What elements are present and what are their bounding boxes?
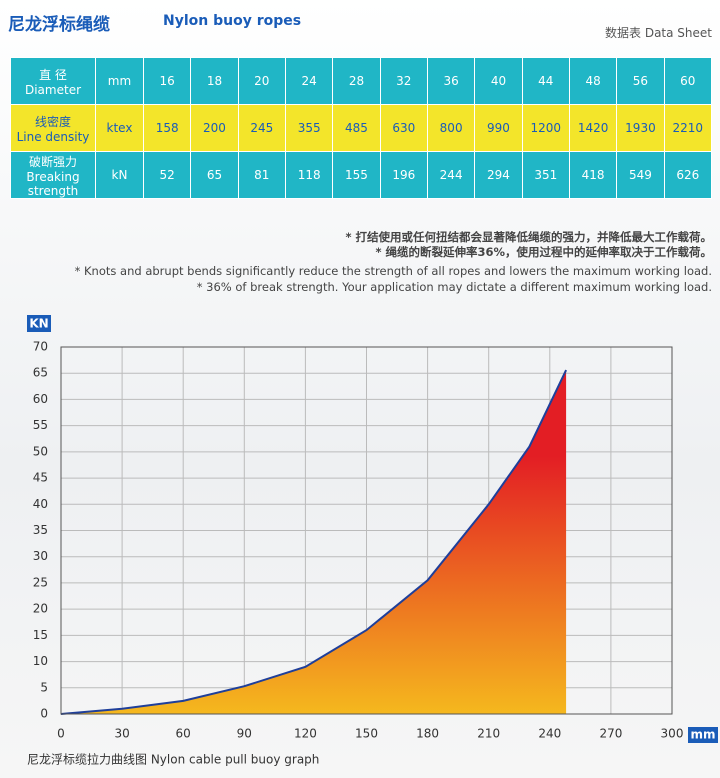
x-axis-label: mm xyxy=(690,728,715,742)
value-cell: 485 xyxy=(332,104,381,152)
value-cell: 626 xyxy=(663,151,713,199)
value-cell: 1200 xyxy=(521,104,570,152)
y-tick-label: 55 xyxy=(33,418,48,432)
note: * 打结使用或任何扭结都会显著降低绳缆的强力，并降低最大工作载荷。 xyxy=(345,230,712,244)
x-tick-label: 270 xyxy=(599,727,622,741)
value-cell: 32 xyxy=(379,57,428,105)
note: * Knots and abrupt bends significantly r… xyxy=(74,264,712,278)
unit-cell: kN xyxy=(95,151,144,199)
table-row: 直 径 Diameter mm 16 18 20 24 28 32 36 40 44 48 56 60 xyxy=(10,57,713,105)
value-cell: 418 xyxy=(568,151,618,199)
y-tick-label: 5 xyxy=(40,680,48,694)
title-en: Nylon buoy ropes xyxy=(163,13,302,29)
value-cell: 990 xyxy=(474,104,523,152)
x-tick-label: 30 xyxy=(114,727,129,741)
area-line xyxy=(60,369,568,715)
plot-border xyxy=(60,346,673,715)
y-tick-label: 65 xyxy=(33,366,48,380)
label-en: Diameter xyxy=(24,82,82,97)
value-cell: 52 xyxy=(142,151,192,199)
chart: KN mm 尼龙浮标缆拉力曲线图 Nylon cable pull buoy g… xyxy=(27,315,718,767)
y-axis-label: KN xyxy=(29,317,48,331)
label-en: Breaking strength xyxy=(26,169,80,198)
x-tick-label: 90 xyxy=(237,727,252,741)
row-label: 直 径 Diameter xyxy=(10,57,96,105)
value-cell: 60 xyxy=(663,57,713,105)
value-cell: 155 xyxy=(332,151,381,199)
y-tick-label: 50 xyxy=(33,444,48,458)
x-tick-label: 60 xyxy=(176,727,191,741)
row-label: 线密度 Line density xyxy=(10,104,96,152)
y-tick-label: 25 xyxy=(33,575,48,589)
value-cell: 81 xyxy=(237,151,286,199)
table-row: 破断强力 Breaking strength kN 52 65 81 118 155 196 24… xyxy=(10,151,713,199)
value-cell: 28 xyxy=(332,57,381,105)
value-cell: 44 xyxy=(521,57,570,105)
value-cell: 65 xyxy=(190,151,239,199)
row-label: 破断强力 Breaking strength xyxy=(10,151,96,199)
value-cell: 158 xyxy=(142,104,192,152)
value-cell: 48 xyxy=(568,57,618,105)
y-tick-label: 70 xyxy=(33,340,48,354)
value-cell: 36 xyxy=(426,57,476,105)
value-cell: 16 xyxy=(142,57,192,105)
x-tick-label: 210 xyxy=(477,727,500,741)
sheet-label: 数据表 Data Sheet xyxy=(605,26,712,40)
y-label-box xyxy=(27,315,51,332)
value-cell: 245 xyxy=(237,104,286,152)
y-tick-label: 35 xyxy=(33,523,48,537)
value-cell: 118 xyxy=(284,151,334,199)
value-cell: 20 xyxy=(237,57,286,105)
data-table: 直 径 Diameter mm 16 18 20 24 28 32 36 40 44 48 56 60 线密度… xyxy=(10,57,713,199)
value-cell: 355 xyxy=(284,104,334,152)
value-cell: 200 xyxy=(190,104,239,152)
value-cell: 40 xyxy=(474,57,523,105)
table-row: 线密度 Line density ktex 158 200 245 355 485 630 800… xyxy=(10,104,713,152)
label-cn: 破断强力 xyxy=(28,154,77,169)
value-cell: 18 xyxy=(190,57,239,105)
caption: 尼龙浮标缆拉力曲线图 Nylon cable pull buoy graph xyxy=(27,752,319,767)
value-cell: 549 xyxy=(616,151,665,199)
y-tick-label: 20 xyxy=(33,602,48,616)
value-cell: 800 xyxy=(426,104,476,152)
x-tick-label: 180 xyxy=(416,727,439,741)
value-cell: 56 xyxy=(616,57,665,105)
x-tick-label: 150 xyxy=(355,727,378,741)
title-cn: 尼龙浮标绳缆 xyxy=(8,15,110,35)
unit-cell: ktex xyxy=(95,104,144,152)
label-cn: 线密度 xyxy=(34,114,71,129)
x-tick-label: 120 xyxy=(294,727,317,741)
unit-cell: mm xyxy=(95,57,144,105)
y-tick-label: 40 xyxy=(33,497,48,511)
value-cell: 351 xyxy=(521,151,570,199)
x-label-box xyxy=(688,727,718,743)
label-cn: 直 径 xyxy=(39,67,67,82)
x-tick-label: 240 xyxy=(538,727,561,741)
y-tick-label: 60 xyxy=(33,392,48,406)
value-cell: 1930 xyxy=(616,104,665,152)
note: * 绳缆的断裂延伸率36%，使用过程中的延伸率取决于工作载荷。 xyxy=(375,245,712,259)
y-tick-label: 10 xyxy=(33,654,48,668)
note: * 36% of break strength. Your applicatio… xyxy=(196,280,712,294)
y-tick-label: 15 xyxy=(33,628,48,642)
value-cell: 196 xyxy=(379,151,428,199)
area-fill xyxy=(61,370,567,714)
x-tick-label: 0 xyxy=(57,727,65,741)
x-tick-label: 300 xyxy=(661,727,684,741)
label-en: Line density xyxy=(16,129,90,144)
y-tick-label: 30 xyxy=(33,549,48,563)
y-tick-label: 0 xyxy=(40,707,48,721)
y-tick-label: 45 xyxy=(33,471,48,485)
value-cell: 294 xyxy=(474,151,523,199)
value-cell: 1420 xyxy=(568,104,618,152)
value-cell: 630 xyxy=(379,104,428,152)
value-cell: 244 xyxy=(426,151,476,199)
value-cell: 2210 xyxy=(663,104,713,152)
value-cell: 24 xyxy=(284,57,334,105)
